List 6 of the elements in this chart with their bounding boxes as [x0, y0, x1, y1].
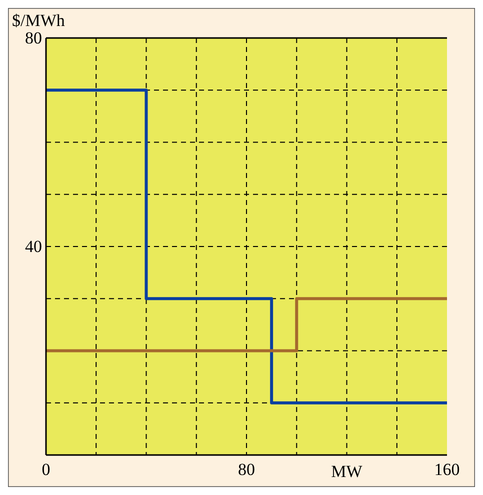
x-tick-label: 160	[434, 460, 460, 480]
y-axis-title: $/MWh	[12, 11, 66, 30]
x-axis-title: MW	[331, 462, 364, 481]
y-tick-label: 40	[25, 236, 42, 256]
x-tick-label: 80	[238, 460, 255, 480]
x-tick-label: 0	[42, 460, 50, 480]
